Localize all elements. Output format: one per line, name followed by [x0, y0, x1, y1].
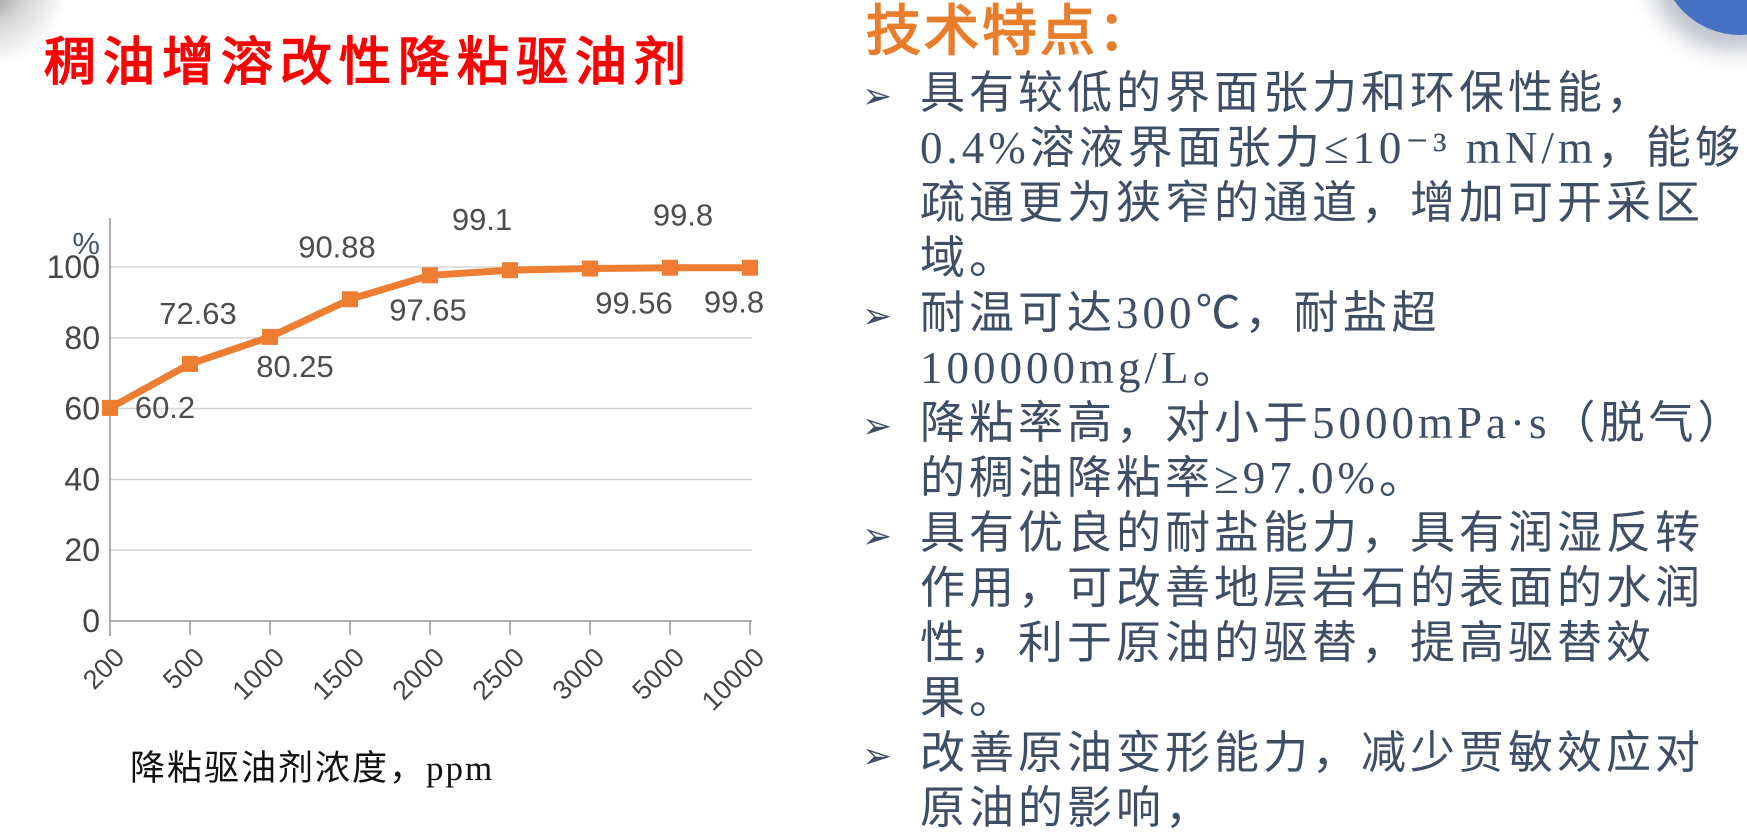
arrow-bullet-icon: ➢: [862, 75, 893, 116]
data-label: 80.25: [256, 349, 334, 384]
data-point-marker: [422, 267, 438, 284]
x-tick-label: 500: [157, 642, 210, 695]
feature-item: ➢ 耐温可达300℃，耐盐超100000mg/L。: [862, 286, 1746, 396]
y-tick-label: 40: [64, 461, 100, 497]
y-tick-label: 100: [47, 249, 100, 285]
line-chart-canvas: 0 20 40 60 80 100% 200 500 1000 1500 2000 2500 3000 5…: [47, 198, 771, 717]
chart-x-axis-title: 降粘驱油剂浓度，ppm: [130, 749, 495, 788]
feature-item: ➢ 降粘率高，对小于5000mPa·s（脱气）的稠油降粘率≥97.0%。: [862, 396, 1746, 506]
data-label: 99.1: [452, 202, 512, 237]
feature-text: 降粘率高，对小于5000mPa·s（脱气）的稠油降粘率≥97.0%。: [920, 398, 1725, 503]
feature-text: 具有较低的界面张力和环保性能，0.4%溶液界面张力≤10⁻³ mN/m，能够疏通…: [920, 68, 1744, 283]
slide-title: 稠油增溶改性降粘驱油剂: [44, 35, 694, 92]
x-tick-label: 10000: [696, 642, 770, 716]
arrow-bullet-icon: ➢: [862, 515, 893, 556]
data-label: 60.2: [135, 390, 195, 425]
x-tick-label: 2500: [467, 642, 531, 706]
y-tick-label: 20: [64, 532, 100, 568]
data-point-marker: [262, 328, 278, 345]
feature-item: ➢ 具有较低的界面张力和环保性能，0.4%溶液界面张力≤10⁻³ mN/m，能够…: [862, 66, 1746, 286]
data-point-marker: [742, 259, 758, 276]
feature-item: ➢ 改善原油变形能力，减少贾敏效应对原油的影响，: [862, 726, 1746, 836]
feature-text: 耐温可达300℃，耐盐超100000mg/L。: [920, 288, 1441, 393]
y-tick-label: 80: [64, 320, 100, 356]
feature-text: 具有优良的耐盐能力，具有润湿反转作用，可改善地层岩石的表面的水润性，利于原油的驱…: [920, 508, 1705, 723]
data-point-marker: [342, 291, 358, 308]
data-label: 99.8: [704, 285, 764, 320]
data-label: 72.63: [159, 296, 237, 331]
data-label: 99.8: [653, 198, 713, 233]
features-panel: 技术特点： ➢ 具有较低的界面张力和环保性能，0.4%溶液界面张力≤10⁻³ m…: [862, 0, 1746, 836]
x-tick-label: 2000: [387, 642, 451, 706]
x-tick-label: 5000: [627, 642, 691, 706]
y-tick-label: 0: [82, 603, 100, 639]
y-axis-unit-label: %: [72, 226, 100, 261]
data-point-marker: [662, 259, 678, 276]
x-tick-label: 3000: [547, 642, 611, 706]
data-point-marker: [502, 262, 518, 279]
data-label: 90.88: [298, 229, 376, 264]
y-tick-label: 60: [64, 391, 100, 427]
x-tick-label: 1500: [307, 642, 371, 706]
feature-text: 改善原油变形能力，减少贾敏效应对原油的影响，: [920, 728, 1705, 833]
data-point-marker: [582, 260, 598, 277]
data-point-marker: [102, 399, 118, 416]
data-label: 97.65: [389, 292, 467, 327]
data-label: 99.56: [595, 286, 673, 321]
data-point-marker: [182, 355, 198, 372]
arrow-bullet-icon: ➢: [862, 735, 893, 776]
x-tick-label: 200: [77, 642, 130, 695]
arrow-bullet-icon: ➢: [862, 405, 893, 446]
x-tick-label: 1000: [227, 642, 291, 706]
arrow-bullet-icon: ➢: [862, 295, 893, 336]
features-heading: 技术特点：: [866, 0, 1157, 62]
viscosity-reduction-chart: 0 20 40 60 80 100% 200 500 1000 1500 2000 2500 3000 5…: [0, 0, 810, 818]
feature-item: ➢ 具有优良的耐盐能力，具有润湿反转作用，可改善地层岩石的表面的水润性，利于原油…: [862, 506, 1746, 726]
